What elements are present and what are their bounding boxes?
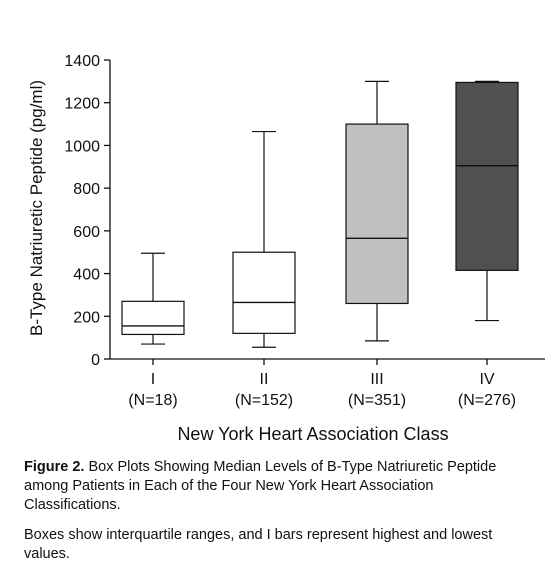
x-axis: I (N=18) II (N=152) III (N=351) IV (N=276)	[110, 358, 545, 409]
figure-note: Boxes show interquartile ranges, and I b…	[24, 527, 493, 562]
box-I	[121, 252, 185, 345]
figure-label: Figure 2.	[24, 459, 85, 475]
y-tick-label: 1000	[64, 138, 100, 155]
interquartile-box	[121, 300, 185, 336]
x-tick-label: IV	[479, 371, 494, 388]
x-tick-label: II	[260, 371, 269, 388]
y-tick-label: 1200	[64, 96, 100, 113]
y-tick-label: 200	[73, 309, 100, 326]
x-tick-label: I	[151, 371, 155, 388]
figure-caption: Figure 2. Box Plots Showing Median Level…	[24, 458, 534, 515]
box-IV	[455, 80, 519, 322]
interquartile-box	[345, 123, 409, 305]
box-plot-chart: 0 200 400 600 800 1000 1200 1400 I (N=18) II (N=15…	[27, 53, 545, 444]
y-tick-label: 1400	[64, 53, 100, 70]
y-axis-label: B-Type Natriuretic Peptide (pg/ml)	[27, 80, 46, 336]
interquartile-box	[232, 251, 296, 334]
interquartile-box	[455, 81, 519, 271]
x-axis-label: New York Heart Association Class	[177, 424, 448, 444]
sample-size-label: (N=276)	[458, 392, 516, 409]
x-tick-label: III	[370, 371, 383, 388]
sample-size-label: (N=351)	[348, 392, 406, 409]
box-plots	[121, 80, 519, 348]
y-tick-label: 400	[73, 267, 100, 284]
box-III	[345, 80, 409, 342]
y-tick-label: 800	[73, 181, 100, 198]
figure-title: Box Plots Showing Median Levels of B-Typ…	[24, 459, 497, 513]
box-II	[232, 130, 296, 348]
y-tick-label: 600	[73, 224, 100, 241]
sample-size-label: (N=18)	[128, 392, 177, 409]
y-tick-label: 0	[91, 352, 100, 369]
sample-size-label: (N=152)	[235, 392, 293, 409]
y-axis: 0 200 400 600 800 1000 1200 1400	[64, 53, 111, 369]
